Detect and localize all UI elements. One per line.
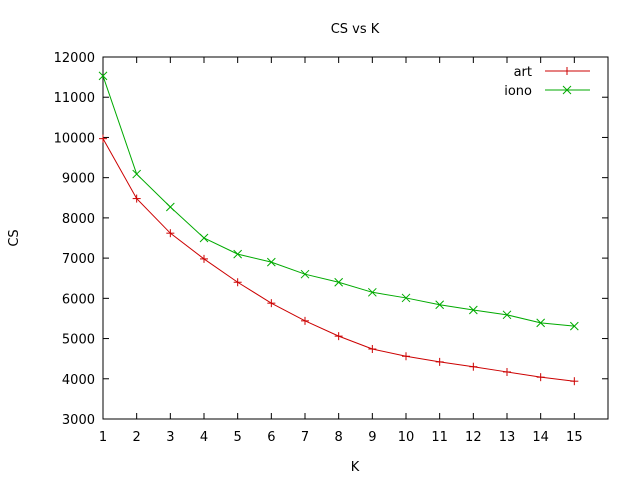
- x-tick-label: 12: [465, 430, 482, 445]
- data-point-iono: [502, 310, 512, 320]
- data-point-art: [570, 377, 579, 386]
- legend-marker-art: [563, 67, 571, 75]
- x-tick-label: 11: [431, 430, 448, 445]
- data-point-iono: [367, 287, 377, 297]
- y-tick-label: 9000: [62, 172, 95, 187]
- data-point-art: [334, 332, 343, 341]
- y-axis-label: CS: [7, 229, 22, 246]
- x-tick-label: 10: [398, 430, 415, 445]
- y-tick-label: 12000: [54, 51, 95, 66]
- axis-ticks: 3000400050006000700080009000100001100012…: [54, 51, 608, 445]
- data-point-art: [503, 367, 511, 376]
- legend-label-iono: iono: [504, 84, 532, 99]
- data-point-iono: [536, 318, 546, 328]
- x-tick-label: 3: [166, 430, 174, 445]
- data-point-iono: [435, 300, 445, 310]
- data-point-art: [469, 362, 478, 371]
- series-line-iono: [102, 75, 575, 327]
- data-point-art: [301, 316, 309, 325]
- x-tick-label: 4: [200, 430, 208, 445]
- data-point-art: [368, 345, 377, 354]
- y-tick-label: 10000: [54, 131, 95, 146]
- data-point-art: [200, 254, 208, 263]
- data-point-art: [233, 278, 242, 287]
- data-point-art: [166, 229, 175, 238]
- data-point-iono: [199, 233, 209, 243]
- legend-marker-iono: [562, 85, 572, 95]
- chart-title: CS vs K: [331, 22, 380, 37]
- y-tick-label: 8000: [62, 212, 95, 227]
- data-point-iono: [300, 269, 310, 279]
- data-point-iono: [132, 169, 142, 179]
- data-point-iono: [569, 321, 579, 331]
- legend-label-art: art: [514, 65, 532, 80]
- x-tick-label: 7: [301, 430, 309, 445]
- y-tick-label: 5000: [62, 333, 95, 348]
- y-tick-label: 3000: [62, 413, 95, 428]
- x-tick-label: 13: [499, 430, 516, 445]
- data-point-art: [435, 357, 444, 366]
- data-point-art: [99, 134, 107, 143]
- legend: art iono: [504, 65, 590, 99]
- y-tick-label: 11000: [54, 91, 95, 106]
- y-tick-label: 6000: [62, 292, 95, 307]
- data-point-iono: [233, 249, 243, 259]
- series-iono: [98, 71, 579, 331]
- x-tick-label: 8: [335, 430, 343, 445]
- x-tick-label: 14: [532, 430, 549, 445]
- x-tick-label: 1: [99, 430, 107, 445]
- series-line-art: [102, 138, 575, 382]
- series-layer: [98, 71, 579, 386]
- y-tick-label: 4000: [62, 373, 95, 388]
- x-axis-label: K: [351, 460, 360, 475]
- data-point-art: [267, 299, 276, 308]
- y-tick-label: 7000: [62, 252, 95, 267]
- data-point-iono: [468, 305, 478, 315]
- x-tick-label: 2: [133, 430, 141, 445]
- data-point-iono: [266, 257, 276, 267]
- x-tick-label: 15: [566, 430, 583, 445]
- data-point-art: [132, 194, 141, 203]
- data-point-iono: [165, 202, 175, 212]
- x-tick-label: 9: [368, 430, 376, 445]
- series-art: [99, 134, 579, 386]
- data-point-iono: [401, 293, 411, 303]
- data-point-art: [536, 373, 545, 382]
- data-point-iono: [334, 277, 344, 287]
- data-point-art: [402, 352, 410, 361]
- x-tick-label: 6: [267, 430, 275, 445]
- plot-frame: [102, 56, 609, 420]
- data-point-iono: [98, 71, 108, 81]
- x-tick-label: 5: [234, 430, 242, 445]
